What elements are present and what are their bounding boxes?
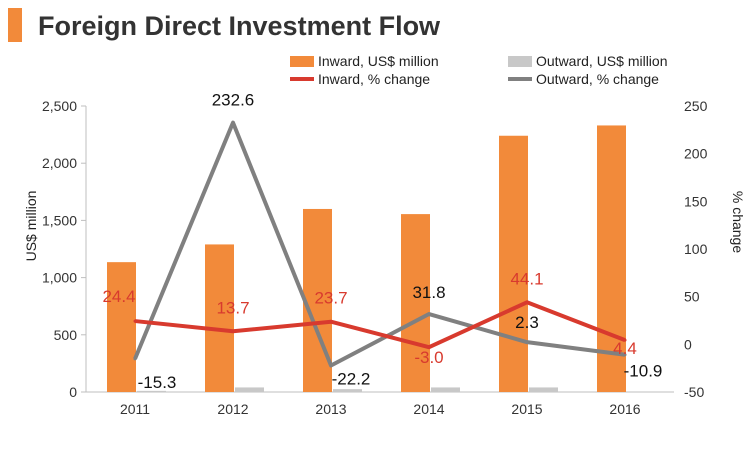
point-outward-2012 bbox=[231, 121, 235, 125]
y2-tick-label: 150 bbox=[684, 193, 708, 209]
data-label-outward-2016: -10.9 bbox=[624, 362, 663, 381]
data-label-outward-2015: 2.3 bbox=[515, 313, 539, 332]
point-inward-2013 bbox=[329, 320, 333, 324]
point-outward-2016 bbox=[623, 353, 627, 357]
bar-inward-2014 bbox=[401, 214, 430, 392]
point-inward-2016 bbox=[623, 338, 627, 342]
bar-outward-2013 bbox=[333, 389, 362, 392]
bar-inward-2016 bbox=[597, 125, 626, 392]
bar-outward-2012 bbox=[235, 387, 264, 392]
data-label-inward-2011: 24.4 bbox=[102, 287, 135, 306]
bar-inward-2012 bbox=[205, 244, 234, 392]
chart-title: Foreign Direct Investment Flow bbox=[38, 11, 441, 41]
x-tick-label: 2016 bbox=[609, 401, 640, 417]
data-label-inward-2014: -3.0 bbox=[414, 348, 443, 367]
legend-label-inward-bar: Inward, US$ million bbox=[318, 53, 439, 69]
y2-tick-label: -50 bbox=[684, 384, 704, 400]
data-label-inward-2012: 13.7 bbox=[216, 298, 249, 317]
line-inward-pct-change bbox=[134, 300, 626, 350]
data-label-outward-2013: -22.2 bbox=[332, 369, 371, 388]
y-tick-label: 1,000 bbox=[42, 270, 77, 286]
bar-inward-2011 bbox=[107, 262, 136, 392]
y-tick-label: 1,500 bbox=[42, 212, 77, 228]
y-tick-label: 2,500 bbox=[42, 98, 77, 114]
x-tick-label: 2011 bbox=[120, 401, 150, 417]
axes: 0 500 1,000 1,500 2,000 2,500 -50 0 50 100 150 200 2… bbox=[42, 98, 708, 417]
legend-swatch-inward-bar bbox=[290, 56, 314, 67]
data-labels: 24.4 13.7 23.7 -3.0 44.1 4.4 -15.3 232.6 -22.2 31… bbox=[102, 91, 662, 392]
point-inward-2012 bbox=[231, 329, 235, 333]
title-accent-bar bbox=[8, 8, 22, 42]
y2-tick-label: 200 bbox=[684, 146, 708, 162]
y-axis-label: US$ million bbox=[23, 191, 39, 262]
point-inward-2011 bbox=[133, 319, 137, 323]
y2-tick-label: 100 bbox=[684, 241, 708, 257]
point-outward-2015 bbox=[525, 340, 529, 344]
legend-label-inward-line: Inward, % change bbox=[318, 71, 430, 87]
data-label-inward-2016: 4.4 bbox=[613, 339, 637, 358]
bar-inward-2015 bbox=[499, 135, 528, 392]
y-tick-label: 500 bbox=[54, 327, 78, 343]
x-tick-label: 2013 bbox=[315, 401, 346, 417]
data-label-inward-2015: 44.1 bbox=[510, 269, 543, 288]
x-tick-label: 2012 bbox=[217, 401, 248, 417]
data-label-outward-2014: 31.8 bbox=[412, 283, 445, 302]
data-label-outward-2012: 232.6 bbox=[212, 91, 255, 110]
legend-swatch-outward-bar bbox=[508, 56, 532, 67]
data-label-inward-2013: 23.7 bbox=[314, 289, 347, 308]
x-tick-label: 2015 bbox=[511, 401, 542, 417]
bar-outward-2014 bbox=[431, 387, 460, 392]
y-tick-label: 0 bbox=[69, 384, 77, 400]
y2-tick-label: 0 bbox=[684, 336, 692, 352]
y-tick-label: 2,000 bbox=[42, 155, 77, 171]
data-label-outward-2011: -15.3 bbox=[138, 373, 177, 392]
y2-axis-label: % change bbox=[730, 191, 746, 253]
x-tick-label: 2014 bbox=[413, 401, 444, 417]
bar-outward-2011 bbox=[137, 390, 166, 392]
legend-label-outward-line: Outward, % change bbox=[536, 71, 659, 87]
bar-inward-2013 bbox=[303, 208, 332, 392]
point-outward-2014 bbox=[427, 312, 431, 316]
legend-label-outward-bar: Outward, US$ million bbox=[536, 53, 668, 69]
y2-tick-label: 250 bbox=[684, 98, 708, 114]
y2-tick-label: 50 bbox=[684, 289, 700, 305]
bars bbox=[107, 125, 626, 392]
point-inward-2014 bbox=[427, 345, 431, 349]
lines bbox=[133, 120, 627, 368]
point-outward-2013 bbox=[329, 363, 333, 367]
point-outward-2011 bbox=[133, 357, 137, 361]
bar-outward-2015 bbox=[529, 387, 558, 392]
point-inward-2015 bbox=[525, 300, 529, 304]
line-outward-pct-change bbox=[133, 120, 626, 368]
